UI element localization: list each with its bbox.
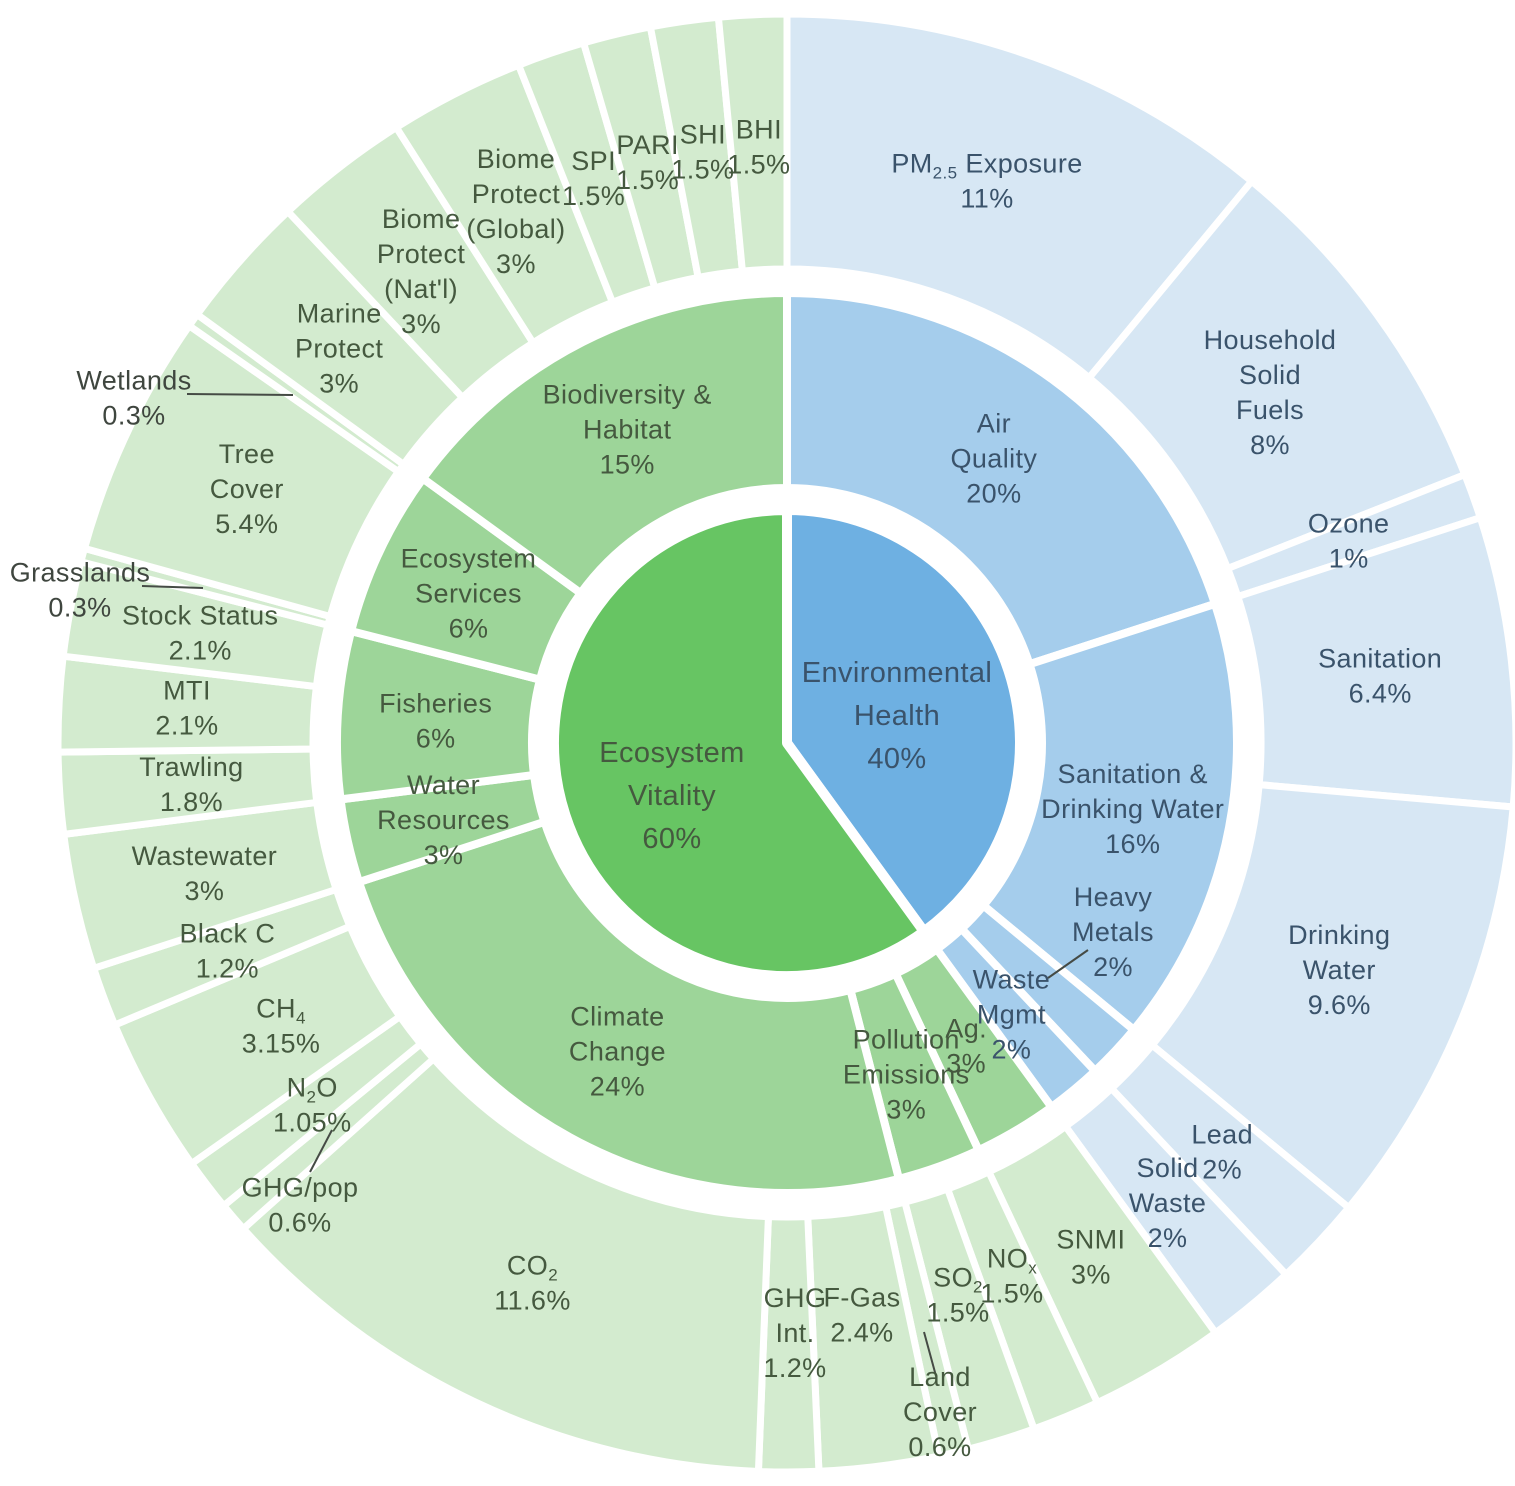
- labels-layer: Environmental Health 40% Air Quality 20% PM2.5…: [10, 114, 1442, 1462]
- label-spi: SPI 1.5%: [562, 146, 625, 211]
- label-fisheries: Fisheries 6%: [379, 689, 492, 754]
- label-so2: SO2 1.5%: [926, 1263, 989, 1328]
- label-lead: Lead 2%: [1191, 1119, 1253, 1184]
- label-snmi: SNMI 3%: [1056, 1225, 1125, 1290]
- label-biodiversity-habitat: Biodiversity & Habitat 15%: [543, 380, 712, 480]
- label-air-quality: Air Quality 20%: [950, 408, 1037, 508]
- leader-line-ghg-per-capita: [309, 1129, 333, 1173]
- label-grasslands: Grasslands 0.3%: [10, 558, 151, 623]
- label-mti: MTI 2.1%: [155, 676, 218, 741]
- wedge-biodiversity-habitat: [418, 289, 791, 598]
- wedge-air-quality: [783, 289, 1219, 669]
- label-ghg-per-capita: GHG/pop 0.6%: [242, 1173, 359, 1238]
- leader-line-land-cover: [923, 1331, 937, 1377]
- label-pollution-emissions: Pollution Emissions 3%: [843, 1024, 970, 1124]
- label-household-solid-fuels: Household Solid Fuels 8%: [1204, 325, 1337, 460]
- label-pari: PARI 1.5%: [616, 130, 679, 195]
- label-wastewater: Wastewater 3%: [132, 841, 278, 906]
- label-land-cover: Land Cover 0.6%: [903, 1362, 977, 1462]
- label-biome-protect-global: Biome Protect (Global) 3%: [466, 144, 565, 279]
- label-stock-status: Stock Status 2.1%: [122, 601, 278, 666]
- label-trawling: Trawling 1.8%: [139, 752, 243, 817]
- label-co2: CO2 11.6%: [494, 1251, 571, 1316]
- leader-line-heavy-metals: [1047, 949, 1089, 979]
- label-f-gas: F-Gas 2.4%: [823, 1283, 900, 1348]
- label-ch4: CH4 3.15%: [242, 994, 321, 1059]
- leader-line-grasslands: [141, 585, 204, 589]
- label-n2o: N2O 1.05%: [273, 1073, 352, 1138]
- label-environmental-health: Environmental Health 40%: [802, 657, 993, 775]
- label-waste-mgmt: Waste Mgmt 2%: [973, 964, 1051, 1064]
- label-climate-change: Climate Change 24%: [569, 1002, 666, 1102]
- wedges-layer: [54, 10, 1515, 1476]
- label-shi: SHI 1.5%: [671, 120, 734, 185]
- label-sanitation: Sanitation 6.4%: [1318, 643, 1442, 708]
- leader-lines-layer: [141, 393, 1089, 1377]
- label-ozone: Ozone 1%: [1308, 508, 1390, 573]
- label-wetlands: Wetlands 0.3%: [76, 366, 191, 431]
- label-bhi: BHI 1.5%: [727, 114, 790, 179]
- label-tree-cover: Tree Cover 5.4%: [210, 439, 284, 539]
- wedge-sanitation-drinking-water: [979, 599, 1241, 1034]
- label-heavy-metals: Heavy Metals 2%: [1072, 882, 1154, 982]
- label-pm25-exposure: PM2.5 Exposure 11%: [891, 149, 1082, 214]
- label-ecosystem-vitality: Ecosystem Vitality 60%: [599, 737, 744, 855]
- label-water-resources: Water Resources 3%: [377, 770, 510, 870]
- wedge-co2: [239, 1055, 772, 1475]
- wedge-environmental-health: [782, 505, 1025, 937]
- label-solid-waste: Solid Waste 2%: [1129, 1153, 1207, 1253]
- label-agriculture: Ag. 3%: [945, 1014, 987, 1079]
- wedge-bhi: [714, 10, 791, 275]
- label-marine-protect: Marine Protect 3%: [295, 298, 383, 398]
- label-ecosystem-services: Ecosystem Services 6%: [401, 543, 537, 643]
- label-biome-protect-natl: Biome Protect (Nat'l) 3%: [377, 204, 465, 339]
- label-nox: NOx 1.5%: [980, 1244, 1043, 1309]
- label-ghg-intensity: GHG Int. 1.2%: [763, 1283, 826, 1383]
- wedge-climate-change: [355, 817, 903, 1197]
- leader-line-wetlands: [186, 393, 294, 396]
- label-black-carbon: Black C 1.2%: [179, 919, 275, 984]
- label-sanitation-drinking-water: Sanitation & Drinking Water 16%: [1041, 759, 1224, 859]
- label-drinking-water: Drinking Water 9.6%: [1288, 920, 1390, 1020]
- wedge-ecosystem-vitality: [549, 505, 929, 981]
